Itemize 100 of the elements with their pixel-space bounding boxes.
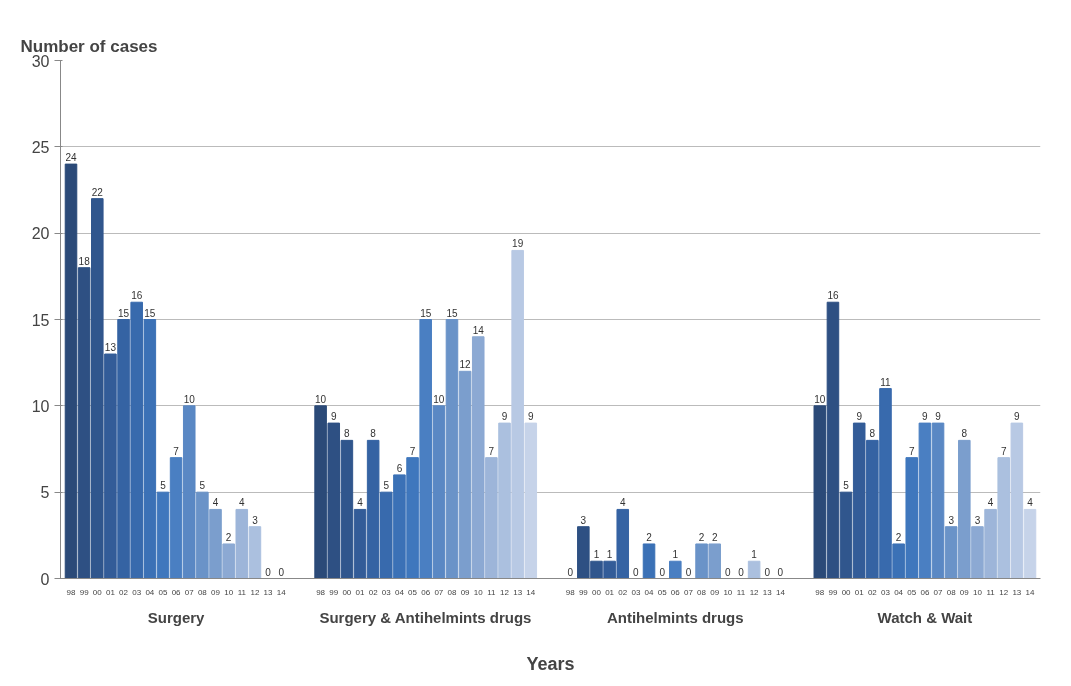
data-label: 22 (91, 186, 104, 198)
text: 04 (644, 587, 654, 597)
text: 05 (657, 587, 667, 597)
bar (445, 319, 459, 579)
text: 01 (854, 587, 864, 597)
text: 08 (697, 587, 707, 597)
bar (511, 249, 524, 579)
text: 07 (683, 587, 693, 597)
bar (235, 508, 249, 579)
series-label: 07 (184, 587, 195, 597)
text: 14 (526, 587, 536, 597)
data-label: 7 (908, 445, 915, 457)
data-label: 0 (777, 566, 784, 578)
data-label: 11 (880, 376, 892, 388)
text: 08 (447, 587, 457, 597)
data-label: 8 (344, 428, 351, 440)
data-label: 4 (1027, 497, 1034, 509)
y-tick-label: 5 (40, 484, 50, 502)
x-tick-label: Surgery (147, 608, 206, 626)
bar (209, 508, 222, 579)
series-label: 14 (276, 587, 287, 597)
data-label: 0 (685, 566, 692, 578)
bar (485, 457, 498, 579)
bar (708, 543, 721, 579)
data-label: 10 (315, 393, 327, 405)
bar (458, 370, 472, 579)
x-axis-title: Years (526, 653, 575, 674)
data-label: 5 (199, 480, 206, 492)
data-label: 14 (472, 324, 485, 336)
data-label: 0 (265, 566, 272, 578)
y-tick-label: 10 (31, 397, 50, 415)
text: 06 (670, 587, 680, 597)
data-label: 12 (459, 359, 472, 371)
bar (997, 457, 1010, 579)
data-label: 2 (895, 531, 902, 543)
bar (747, 560, 761, 579)
text: 13 (1012, 587, 1022, 597)
series-label: 05 (158, 587, 168, 597)
text: 00 (592, 587, 601, 597)
text: 10 (723, 587, 733, 597)
bar (944, 526, 958, 579)
data-label: 15 (117, 307, 130, 319)
text: 05 (907, 587, 917, 597)
series-label: 11 (237, 587, 247, 597)
data-label: 2 (711, 531, 718, 543)
series-label: 01 (105, 587, 116, 597)
data-label: 7 (488, 445, 495, 457)
text: 98 (565, 587, 575, 597)
text: 98 (815, 587, 825, 597)
data-label: 4 (212, 497, 219, 509)
y-tick-label: 25 (31, 138, 50, 156)
data-label: 7 (409, 445, 416, 457)
data-label: 0 (567, 566, 574, 578)
data-label: 19 (512, 238, 524, 250)
text: 01 (355, 587, 365, 597)
data-label: 9 (922, 411, 929, 423)
text: 02 (618, 587, 628, 597)
bar (222, 543, 235, 579)
data-label: 9 (330, 411, 337, 423)
data-label: 8 (869, 428, 876, 440)
data-label: 0 (278, 566, 285, 578)
data-label: 4 (239, 497, 246, 509)
text: 13 (762, 587, 772, 597)
text: 09 (959, 587, 969, 597)
text: 00 (841, 587, 851, 597)
data-label: 10 (433, 393, 445, 405)
bar (642, 543, 656, 579)
text: 14 (1025, 587, 1035, 597)
text: 00 (342, 587, 352, 597)
data-label: 4 (987, 497, 994, 509)
data-label: 3 (974, 514, 981, 526)
data-label: 7 (173, 445, 180, 457)
y-tick-label: 0 (40, 570, 50, 588)
text: 06 (920, 587, 930, 597)
text: 12 (999, 587, 1009, 597)
bar (931, 422, 945, 579)
data-label: 2 (225, 531, 232, 543)
data-label: 5 (160, 480, 167, 492)
series-label: 03 (132, 587, 142, 597)
text: 08 (946, 587, 956, 597)
text: 02 (368, 587, 378, 597)
data-label: 1 (672, 549, 679, 561)
data-label: 10 (183, 393, 196, 405)
text: 04 (394, 587, 404, 597)
text: 11 (736, 587, 746, 597)
text: 99 (828, 587, 838, 597)
bar (196, 491, 209, 579)
x-tick-label: Watch & Wait (877, 608, 973, 626)
bar (669, 560, 682, 579)
series-label: 00 (92, 587, 103, 597)
data-label: 8 (370, 428, 377, 440)
text: 12 (500, 587, 509, 597)
series-label: 06 (171, 587, 182, 597)
bar (182, 405, 196, 579)
data-label: 15 (446, 307, 458, 319)
data-label: 4 (619, 497, 626, 509)
data-label: 0 (738, 566, 745, 578)
text: 10 (972, 587, 982, 597)
text: 09 (460, 587, 470, 597)
data-label: 18 (78, 255, 91, 267)
